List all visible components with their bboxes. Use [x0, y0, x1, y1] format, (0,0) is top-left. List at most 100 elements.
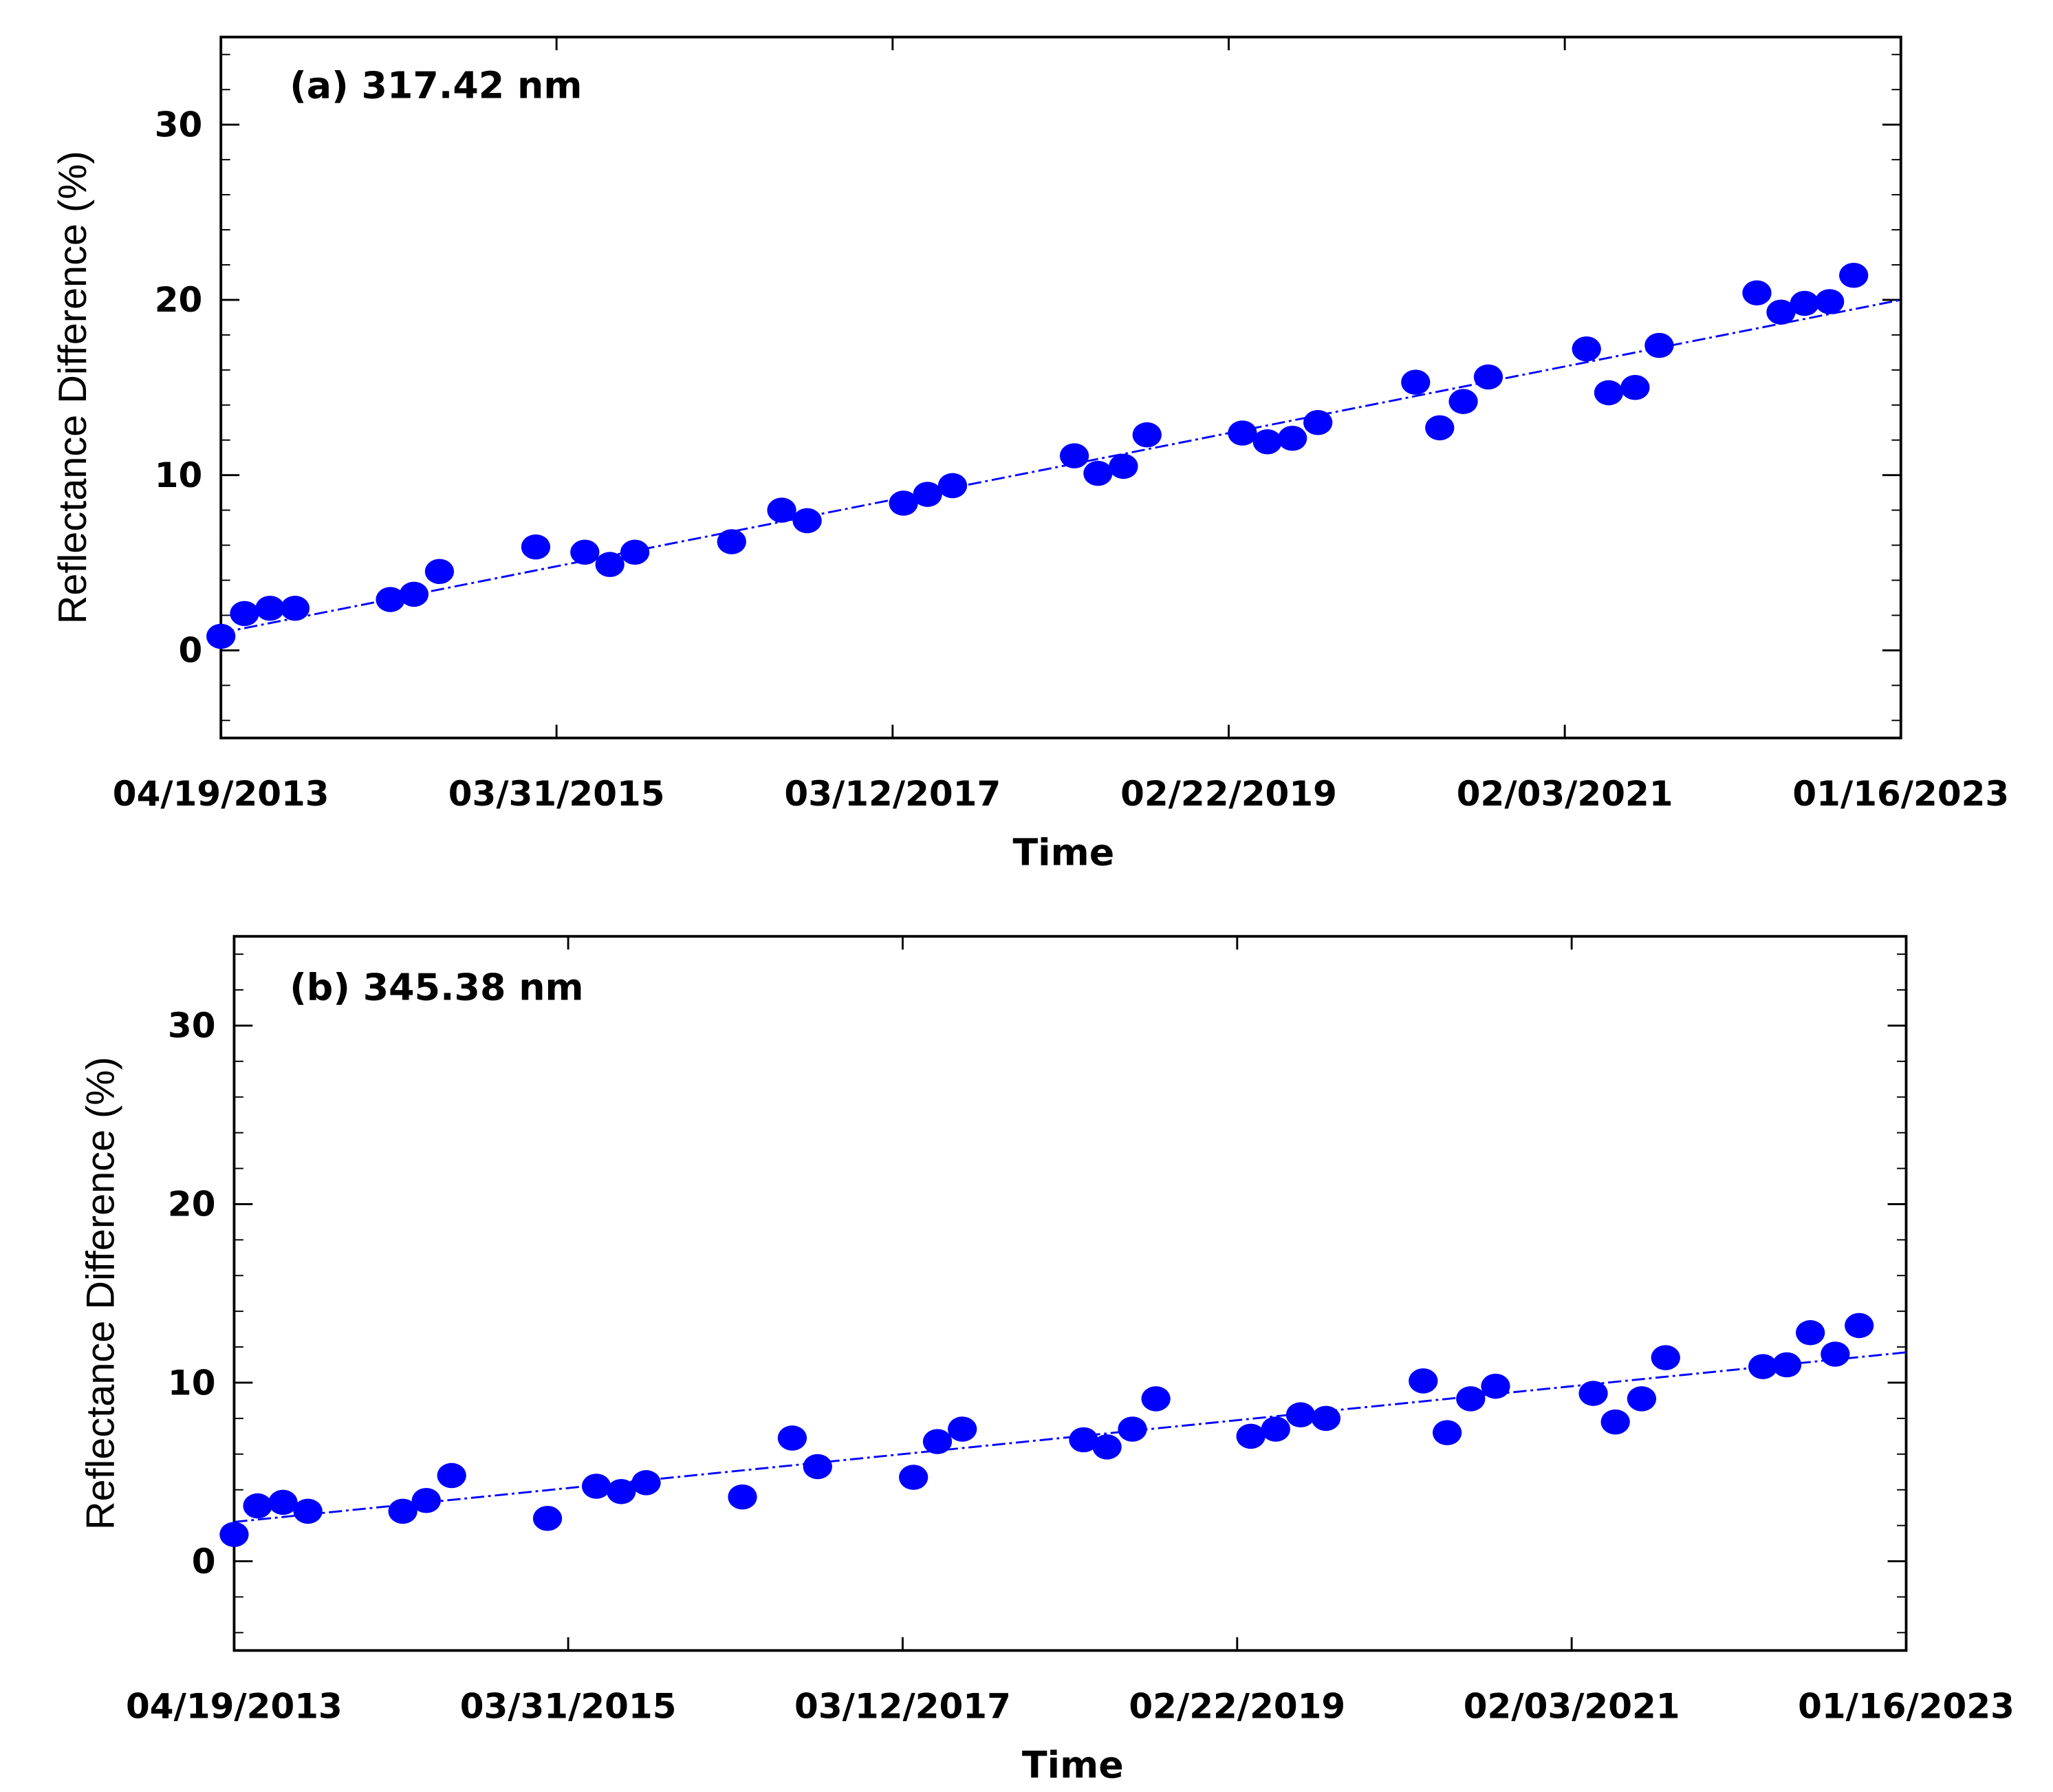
- data-point: [1261, 1416, 1290, 1442]
- y-tick-label: 0: [192, 1542, 216, 1582]
- data-point: [913, 482, 942, 507]
- data-point: [1742, 280, 1772, 306]
- data-point: [1651, 1345, 1680, 1370]
- data-point: [803, 1454, 832, 1480]
- data-point: [1425, 415, 1455, 441]
- data-point: [581, 1473, 611, 1499]
- x-tick-label: 03/12/2017: [784, 774, 1001, 814]
- data-point: [717, 529, 746, 554]
- data-point: [1578, 1381, 1608, 1406]
- x-axis-label: Time: [1012, 830, 1114, 874]
- data-point: [411, 1488, 441, 1513]
- chart-title: (a) 317.42 nm: [290, 63, 582, 107]
- data-point: [1277, 425, 1307, 451]
- data-point: [1303, 409, 1333, 435]
- x-tick-label: 02/22/2019: [1120, 774, 1337, 814]
- x-tick-label: 04/19/2013: [126, 1686, 343, 1726]
- data-point: [1311, 1405, 1341, 1432]
- data-point: [1448, 389, 1478, 414]
- data-point: [521, 534, 551, 560]
- data-point: [1059, 443, 1089, 468]
- y-tick-label: 10: [168, 1363, 216, 1403]
- y-axis-label: Reflectance Difference (%): [51, 151, 95, 624]
- x-tick-label: 01/16/2023: [1798, 1686, 2014, 1726]
- x-tick-label: 03/31/2015: [460, 1686, 677, 1726]
- data-point: [1772, 1352, 1802, 1378]
- data-point: [1069, 1427, 1098, 1453]
- data-point: [620, 539, 650, 565]
- data-point: [1481, 1373, 1510, 1399]
- x-tick-label: 02/22/2019: [1129, 1686, 1345, 1726]
- data-point: [1401, 369, 1431, 395]
- plot-frame: [232, 935, 1908, 1652]
- data-point: [280, 595, 310, 621]
- data-point: [1790, 290, 1819, 316]
- x-tick-label: 01/16/2023: [1792, 774, 2009, 814]
- data-point: [1839, 263, 1869, 288]
- data-point: [206, 623, 236, 649]
- data-point: [1252, 429, 1282, 455]
- data-point: [243, 1493, 272, 1519]
- data-point: [922, 1429, 953, 1454]
- x-axis-label: Time: [1022, 1743, 1124, 1786]
- data-point: [1766, 299, 1796, 325]
- x-tick-label: 04/19/2013: [113, 774, 329, 814]
- data-point: [948, 1416, 977, 1442]
- y-tick-label: 30: [168, 1006, 216, 1046]
- data-point: [376, 587, 405, 612]
- data-point: [607, 1479, 636, 1504]
- data-point: [1228, 420, 1257, 446]
- data-point: [1815, 289, 1845, 314]
- data-point: [631, 1470, 661, 1496]
- y-tick-label: 30: [155, 105, 203, 145]
- data-point: [889, 490, 918, 516]
- plot-frame: [219, 35, 1902, 740]
- x-tick-label: 02/03/2021: [1457, 774, 1673, 814]
- data-point: [1627, 1386, 1657, 1412]
- data-point: [1092, 1434, 1122, 1460]
- data-point: [1620, 375, 1650, 400]
- data-point: [293, 1498, 323, 1524]
- data-point: [437, 1462, 466, 1489]
- data-point: [1132, 422, 1162, 448]
- x-tick-label: 03/12/2017: [794, 1686, 1011, 1726]
- data-point: [1285, 1402, 1316, 1427]
- data-point: [1748, 1354, 1778, 1379]
- data-point: [1644, 332, 1674, 358]
- data-point: [1432, 1420, 1462, 1445]
- chart-title: (b) 345.38 nm: [290, 965, 583, 1008]
- data-point: [399, 581, 429, 607]
- data-point: [1796, 1320, 1825, 1346]
- data-point: [1845, 1313, 1874, 1339]
- data-point: [1600, 1409, 1630, 1435]
- data-point: [219, 1522, 249, 1547]
- data-point: [230, 601, 259, 627]
- data-point: [595, 552, 624, 577]
- y-axis-label: Reflectance Difference (%): [78, 1057, 122, 1530]
- data-point: [424, 559, 455, 585]
- data-point: [1236, 1423, 1266, 1449]
- data-point: [792, 508, 822, 534]
- data-point: [1572, 336, 1601, 362]
- y-tick-label: 20: [168, 1185, 216, 1224]
- data-point: [1473, 364, 1503, 390]
- data-point: [388, 1498, 417, 1524]
- data-point: [767, 497, 796, 523]
- y-tick-label: 20: [155, 280, 203, 320]
- data-point: [1456, 1386, 1486, 1412]
- data-point: [1409, 1368, 1438, 1394]
- data-point: [1083, 460, 1113, 486]
- data-point: [1118, 1416, 1147, 1442]
- y-tick-label: 10: [155, 455, 203, 495]
- data-point: [728, 1484, 757, 1510]
- data-point: [937, 473, 968, 499]
- x-tick-label: 03/31/2015: [448, 774, 665, 814]
- data-point: [532, 1505, 563, 1531]
- data-point: [1594, 380, 1624, 406]
- data-point: [255, 595, 285, 621]
- data-point: [899, 1465, 928, 1490]
- data-point: [777, 1425, 807, 1451]
- data-point: [1821, 1341, 1850, 1367]
